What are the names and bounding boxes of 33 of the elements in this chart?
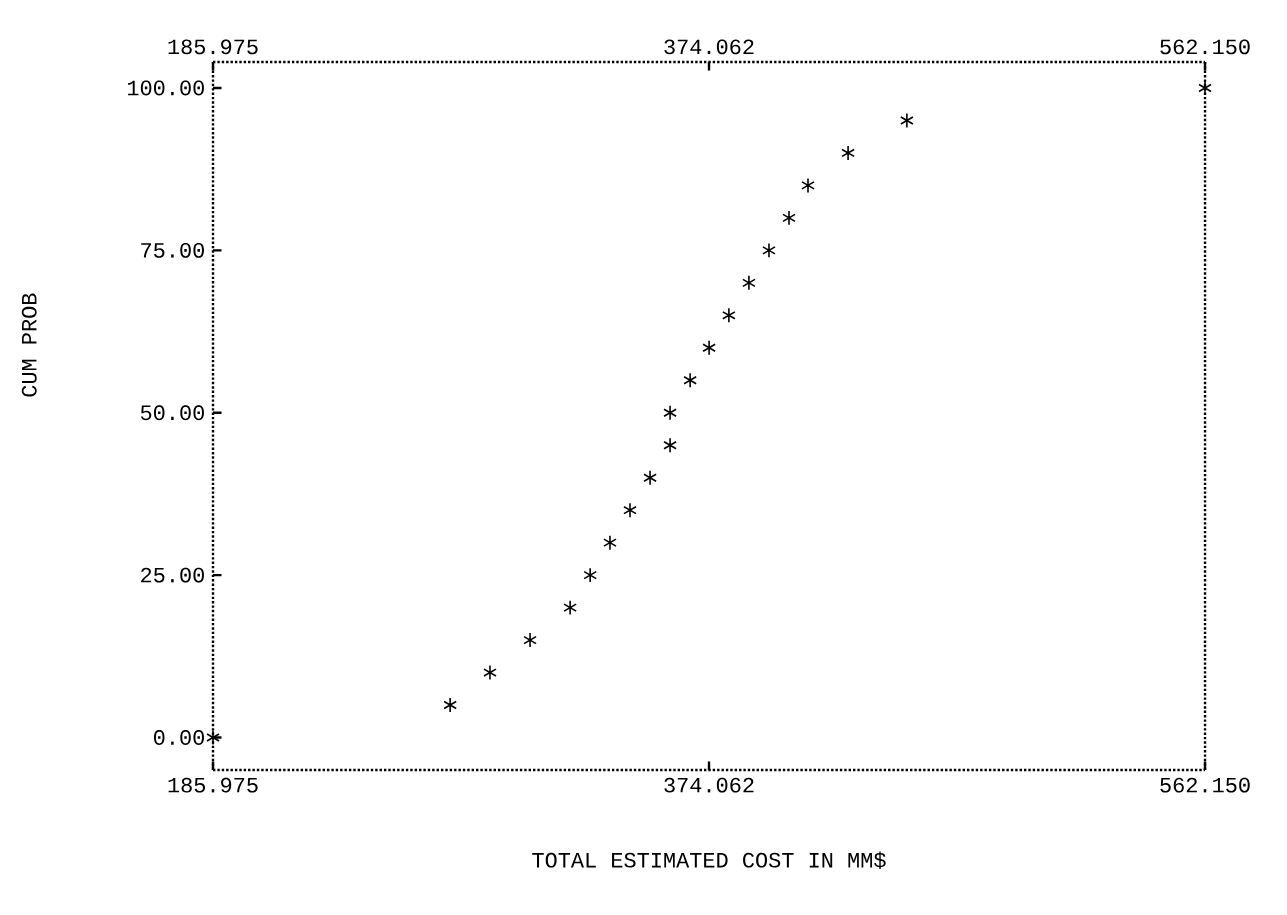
y-tick-label: 25.00 [141, 567, 204, 583]
point [583, 567, 598, 583]
y-tick-label: 50.00 [140, 405, 204, 421]
x-tick-label: 374.062 [664, 39, 754, 55]
x2-tick-label: 185.975 [168, 777, 258, 793]
point [623, 502, 637, 518]
point [762, 242, 776, 259]
point [841, 145, 855, 161]
y-tick-label: 75.00 [141, 242, 204, 258]
point [483, 664, 497, 681]
y-axis-title: CUM PROB [21, 293, 37, 397]
point [900, 112, 914, 129]
x-axis-title: TOTAL ESTIMATED COST IN MM$ [532, 851, 886, 869]
x2-tick-label: 562.150 [1160, 777, 1250, 793]
point [801, 177, 815, 194]
x2-tick-label: 374.062 [664, 777, 754, 793]
point [643, 469, 657, 486]
y-tick-label: 100.00 [127, 80, 204, 96]
point [683, 372, 697, 389]
y-tick-label: 0.00 [154, 730, 204, 745]
point [443, 697, 457, 713]
point [702, 340, 716, 356]
point [663, 404, 677, 421]
point [523, 632, 537, 648]
x-tick-label: 185.975 [168, 39, 258, 55]
point [742, 275, 756, 291]
point [206, 729, 220, 746]
point [563, 599, 577, 616]
point [663, 437, 677, 453]
point [782, 210, 796, 226]
x-tick-label: 562.150 [1160, 39, 1250, 55]
point [722, 307, 736, 324]
point [603, 534, 617, 551]
